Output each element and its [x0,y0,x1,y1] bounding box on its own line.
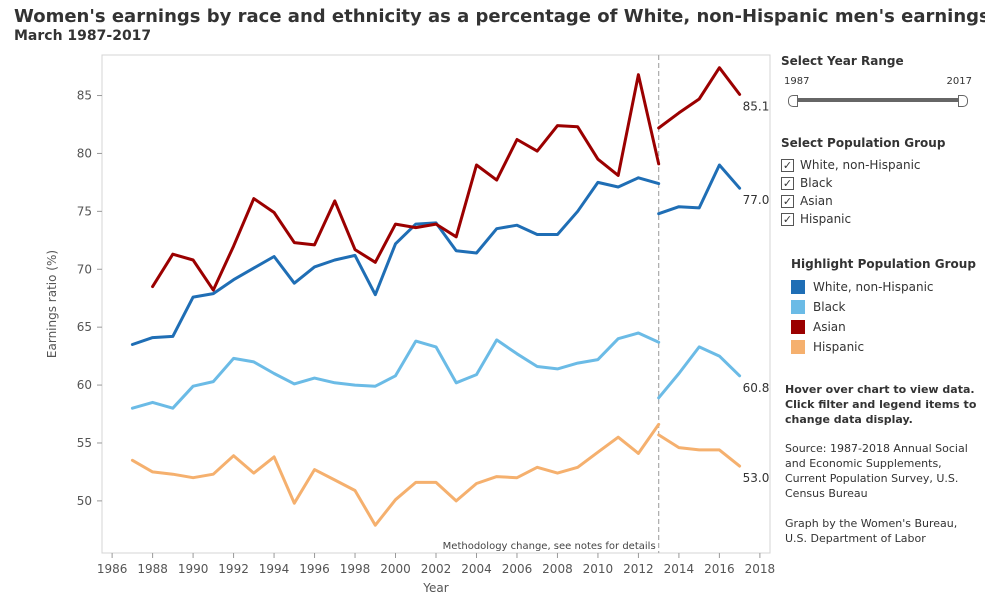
y-tick-label: 50 [77,494,92,508]
legend-swatch-white [791,280,805,294]
checkbox-black[interactable]: ✓ [781,176,794,190]
end-value-label-asian: 85.1 [743,99,770,113]
series-line-hispanic [657,433,742,468]
legend-swatch-asian [791,320,805,334]
y-tick-label: 55 [77,436,92,450]
year-range-end-label: 2017 [946,76,972,87]
population-filter-heading: Select Population Group [781,136,946,150]
filter-label-white: White, non-Hispanic [800,158,921,172]
chart-title: Women's earnings by race and ethnicity a… [14,6,985,27]
legend-label-white: White, non-Hispanic [813,280,934,294]
series-line-black [130,331,661,410]
x-tick-label: 2018 [745,562,776,576]
filter-label-black: Black [800,176,833,190]
filter-label-hispanic: Hispanic [800,212,852,226]
series-line-asian [657,66,742,130]
x-tick-label: 2012 [623,562,654,576]
population-filter-panel: Select Population Group ✓ White, non-His… [781,136,945,228]
series-line-white [130,176,661,346]
end-value-label-black: 60.8 [743,381,770,395]
legend-label-asian: Asian [813,320,846,334]
series-line-black [657,345,742,400]
source-note: Source: 1987-2018 Annual Social and Econ… [785,442,968,500]
y-tick-label: 65 [77,320,92,334]
highlight-legend-heading: Highlight Population Group [791,257,976,271]
checkbox-hispanic[interactable]: ✓ [781,212,794,226]
x-axis-title: Year [422,581,448,595]
legend-item-asian[interactable]: Asian [791,317,976,337]
year-range-track[interactable] [792,98,964,102]
plot-frame [101,54,771,554]
legend-item-hispanic[interactable]: Hispanic [791,337,976,357]
highlight-legend: Highlight Population Group White, non-Hi… [791,257,976,357]
legend-item-white[interactable]: White, non-Hispanic [791,277,976,297]
y-tick-label: 80 [77,146,92,160]
x-tick-label: 2000 [380,562,411,576]
credit-note: Graph by the Women's Bureau, U.S. Depart… [785,517,958,545]
legend-label-black: Black [813,300,846,314]
y-tick-label: 60 [77,378,92,392]
x-tick-label: 2006 [502,562,533,576]
x-tick-label: 1996 [299,562,330,576]
x-tick-label: 1990 [178,562,209,576]
x-tick-label: 1998 [340,562,371,576]
year-range-start-label: 1987 [784,76,810,87]
methodology-change-note: Methodology change, see notes for detail… [443,541,656,552]
hover-instructions: Hover over chart to view data. Click fil… [785,383,977,426]
x-tick-label: 2004 [461,562,492,576]
filter-item-white[interactable]: ✓ White, non-Hispanic [781,156,945,174]
end-value-label-white: 77.0 [743,193,770,207]
checkbox-white[interactable]: ✓ [781,158,794,172]
chart-subtitle: March 1987-2017 [14,28,152,44]
legend-swatch-hispanic [791,340,805,354]
x-tick-label: 1988 [137,562,168,576]
x-tick-label: 2010 [583,562,614,576]
y-tick-label: 70 [77,262,92,276]
x-tick-label: 2014 [664,562,695,576]
y-tick-label: 85 [77,89,92,103]
year-range-slider[interactable] [788,95,968,107]
y-tick-label: 75 [77,204,92,218]
year-range-start-handle[interactable] [788,95,798,107]
x-tick-label: 2008 [542,562,573,576]
year-range-panel: Select Year Range [781,54,904,74]
x-tick-label: 1986 [97,562,128,576]
filter-label-asian: Asian [800,194,833,208]
y-axis-title: Earnings ratio (%) [45,250,59,358]
year-range-end-handle[interactable] [958,95,968,107]
series-line-asian [151,73,661,292]
legend-swatch-black [791,300,805,314]
legend-item-black[interactable]: Black [791,297,976,317]
x-tick-label: 1994 [259,562,290,576]
x-tick-label: 2016 [704,562,735,576]
end-value-label-hispanic: 53.0 [743,471,770,485]
series-line-hispanic [130,422,661,527]
filter-item-hispanic[interactable]: ✓ Hispanic [781,210,945,228]
legend-label-hispanic: Hispanic [813,340,865,354]
filter-item-asian[interactable]: ✓ Asian [781,192,945,210]
x-tick-label: 1992 [218,562,249,576]
series-line-white [657,163,742,216]
year-range-heading: Select Year Range [781,54,904,68]
x-tick-label: 2002 [421,562,452,576]
checkbox-asian[interactable]: ✓ [781,194,794,208]
filter-item-black[interactable]: ✓ Black [781,174,945,192]
